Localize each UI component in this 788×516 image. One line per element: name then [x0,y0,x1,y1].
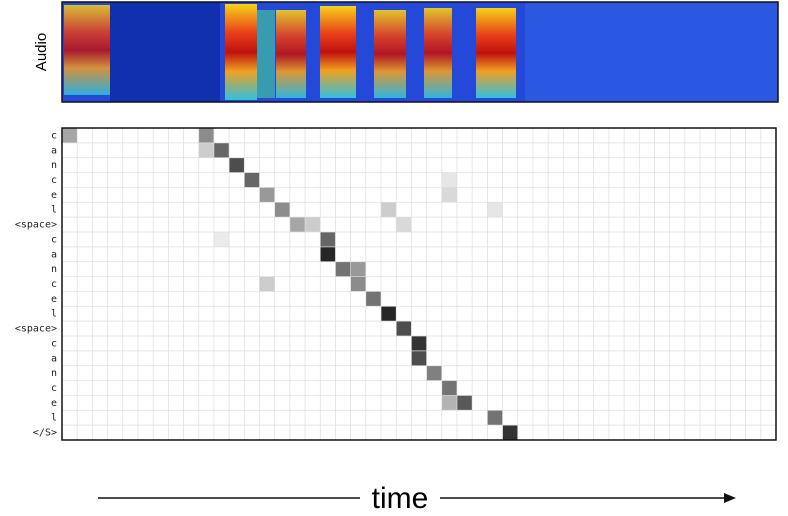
spectrogram [61,1,779,103]
row-label: c [51,234,57,245]
row-label: c [51,279,57,290]
row-label: l [51,413,57,424]
row-label: <space> [15,220,57,231]
cell [335,261,351,277]
row-label: l [51,309,57,320]
row-label: e [51,190,57,201]
row-label: <space> [15,324,57,335]
heatmap-frame [61,127,777,441]
cell [213,232,230,247]
cell [396,321,412,336]
cell [411,350,427,366]
arrow-head [724,493,736,503]
cell [198,142,214,158]
cell [411,336,427,351]
cell [274,202,290,218]
row-label: </S> [33,428,57,439]
cell [350,261,366,277]
row-label: n [51,264,57,275]
row-label: c [51,338,57,349]
row-label: l [51,205,57,216]
cell [441,380,457,396]
cell [381,202,397,218]
cell [305,217,321,232]
row-label: a [51,145,57,156]
cell [198,128,214,143]
cell [320,246,336,262]
cell [213,142,230,158]
row-label: a [51,249,57,260]
cell [259,187,275,203]
row-label: n [51,160,57,171]
cell [487,202,503,218]
cell [350,276,366,292]
cell [62,128,78,143]
cell [289,217,306,232]
audio-label: Audio [33,33,50,71]
row-label: e [51,398,57,409]
cell [381,306,397,322]
row-label: c [51,175,57,186]
row-label: c [51,130,57,141]
cell [396,217,412,232]
row-label: e [51,294,57,305]
cell [365,291,382,307]
cell [426,365,442,381]
cell [229,157,245,173]
cell [441,187,457,203]
cell [441,395,457,411]
row-label: c [51,383,57,394]
row-label: a [51,353,57,364]
x-label: time [372,482,429,515]
cell [320,232,336,247]
cell [244,172,260,188]
cell [441,172,457,188]
cell [502,425,518,440]
cell [259,276,275,292]
row-label: n [51,368,57,379]
cell [456,395,473,411]
cell [487,410,503,426]
